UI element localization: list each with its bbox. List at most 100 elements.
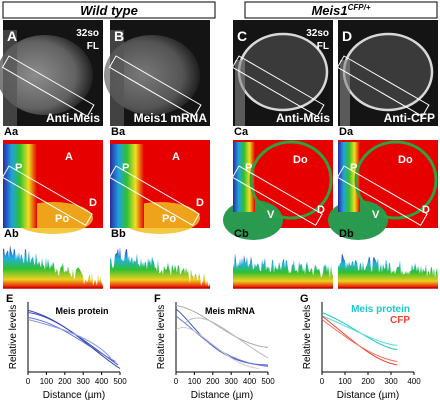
panel-caption: Anti-CFP	[384, 111, 435, 125]
x-tick-label: 300	[225, 377, 239, 386]
limb-outline	[354, 140, 438, 220]
x-tick-label: 200	[58, 377, 72, 386]
x-tick-label: 200	[361, 377, 375, 386]
panel-letter: Aa	[4, 126, 19, 138]
stage-label: 32so	[306, 28, 329, 39]
region-label: V	[372, 209, 380, 221]
panel-letter: A	[7, 28, 17, 44]
panel-letter: Cb	[234, 228, 249, 240]
x-tick-label: 300	[384, 377, 398, 386]
proximal-gradient	[338, 142, 360, 212]
panel-caption: Anti-Meis	[276, 111, 330, 125]
x-tick-label: 100	[338, 377, 352, 386]
panel-letter: Ca	[234, 126, 249, 138]
panel-letter: Da	[339, 126, 354, 138]
profile-curve	[322, 313, 397, 350]
x-tick-label: 500	[113, 377, 127, 386]
curve-group	[322, 313, 397, 366]
region-label: FL	[317, 41, 329, 52]
legend-entry: Meis protein	[351, 304, 410, 315]
intensity-profile	[3, 245, 103, 288]
group-label: Wild type	[80, 3, 138, 18]
profile-curve	[176, 316, 268, 366]
panel-letter: Db	[339, 228, 354, 240]
region-label: FL	[87, 41, 99, 52]
profile-curve	[322, 316, 397, 345]
flank	[235, 60, 245, 126]
group-label: Meis1CFP/+	[311, 3, 370, 18]
panel-caption: Meis1 mRNA	[134, 111, 208, 125]
x-tick-label: 500	[261, 377, 275, 386]
panel-letter: E	[6, 293, 13, 305]
proximal-gradient	[233, 142, 255, 212]
x-tick-label: 400	[95, 377, 109, 386]
curve-group	[28, 310, 120, 368]
region-label: P	[15, 162, 22, 174]
proximal-gradient	[3, 144, 37, 228]
x-tick-label: 400	[407, 377, 421, 386]
group-box	[2, 1, 216, 19]
region-label: D	[422, 204, 430, 216]
limb-bud	[0, 35, 93, 115]
graph-title: Meis mRNA	[205, 306, 256, 316]
region-label: Po	[55, 213, 69, 225]
region-label: D	[196, 197, 204, 209]
flank	[340, 60, 350, 126]
panel-letter: B	[114, 28, 124, 44]
panel-letter: F	[154, 293, 161, 305]
group-box	[244, 1, 438, 19]
roi-box	[336, 55, 430, 117]
stage-label: 32so	[76, 28, 99, 39]
roi-box	[231, 165, 323, 226]
roi-box	[108, 55, 202, 117]
flank	[110, 30, 124, 126]
profile-curve	[176, 306, 268, 348]
region-label: P	[122, 162, 129, 174]
limb-bud	[342, 32, 434, 112]
panel-letter: D	[342, 28, 352, 44]
profile-curve	[185, 318, 268, 358]
intensity-profile	[338, 253, 438, 288]
profile-curve	[28, 310, 120, 368]
profile-curve	[176, 309, 268, 365]
gene-name: Meis1	[311, 3, 347, 18]
x-tick-label: 300	[77, 377, 91, 386]
profile-curve	[176, 327, 259, 368]
limb-bud	[237, 32, 329, 112]
limb-outline	[249, 140, 333, 220]
region-label: Do	[398, 154, 413, 166]
flank	[3, 30, 17, 126]
x-tick-label: 0	[174, 377, 179, 386]
legend-entry: CFP	[390, 315, 410, 326]
region-label: D	[89, 197, 97, 209]
region-label: A	[172, 151, 180, 163]
region-label: P	[350, 162, 357, 174]
panel-letter: Bb	[111, 228, 126, 240]
x-tick-label: 400	[243, 377, 257, 386]
x-tick-label: 0	[320, 377, 325, 386]
curve-group	[176, 306, 268, 369]
intensity-profile	[233, 253, 333, 288]
region-label: V	[267, 209, 275, 221]
x-tick-label: 0	[26, 377, 31, 386]
x-tick-label: 100	[188, 377, 202, 386]
roi-box	[1, 55, 95, 117]
region-label: D	[317, 204, 325, 216]
profile-curve	[322, 320, 397, 362]
y-axis-label: Relative levels	[156, 305, 167, 369]
roi-box	[1, 165, 93, 226]
y-axis-label: Relative levels	[8, 305, 19, 369]
region-label: Do	[293, 154, 308, 166]
panel-letter: C	[237, 28, 247, 44]
panel-caption: Anti-Meis	[46, 111, 100, 125]
intensity-profile	[110, 247, 210, 288]
x-axis-label: Distance (µm)	[43, 390, 105, 401]
panel-letter: G	[300, 293, 309, 305]
roi-box	[231, 55, 325, 117]
region-label: P	[245, 162, 252, 174]
allele-superscript: CFP/+	[348, 3, 371, 12]
region-label: A	[65, 151, 73, 163]
y-axis-label: Relative levels	[302, 305, 313, 369]
